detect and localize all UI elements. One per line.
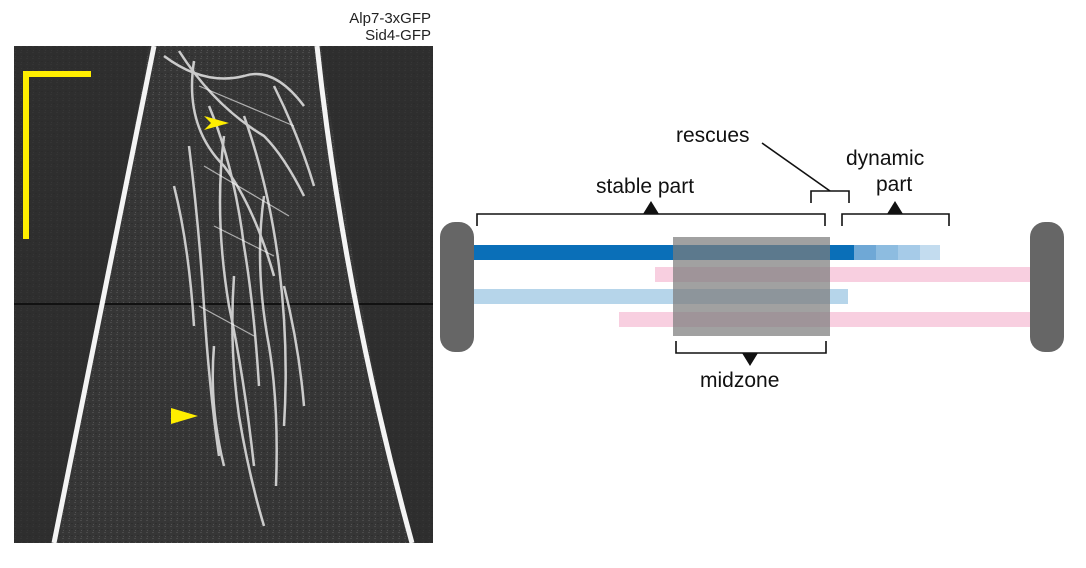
microtubule-dynamic-segment-4 (920, 245, 940, 260)
label-dynamic-part-line1: dynamic (846, 147, 925, 170)
microtubule-dynamic-segment-2 (876, 245, 898, 260)
label-rescues: rescues (676, 124, 750, 147)
midzone-pointer (742, 353, 758, 366)
microtubule-streaks (163, 50, 316, 527)
left-spindle-pole (440, 222, 474, 352)
label-midzone: midzone (700, 369, 780, 392)
arrowhead-top (204, 116, 229, 130)
microtubule-dynamic-segment-3 (898, 245, 920, 260)
rescues-leader-line (761, 142, 831, 192)
rescues-bracket (810, 190, 850, 203)
right-spindle-pole (1030, 222, 1064, 352)
label-dynamic-part-line2: part (876, 173, 913, 196)
dynamic-part-bracket (841, 213, 950, 226)
left-pole-track (51, 46, 157, 543)
label-stable-part: stable part (596, 175, 695, 198)
stable-part-pointer (643, 201, 659, 214)
midzone-bracket (675, 341, 827, 354)
arrowhead-bottom (171, 408, 198, 424)
stable-part-bracket (476, 213, 826, 226)
right-pole-track (314, 46, 415, 543)
channel-label-sid4: Sid4-GFP (365, 27, 431, 44)
kymograph-graphic (14, 46, 433, 543)
channel-label-alp7: Alp7-3xGFP (349, 10, 431, 27)
microtubule-dynamic-segment-1 (854, 245, 876, 260)
dynamic-part-pointer (887, 201, 903, 214)
kymograph-image (14, 46, 433, 543)
scale-bar (23, 71, 91, 239)
midzone-region (673, 237, 830, 336)
